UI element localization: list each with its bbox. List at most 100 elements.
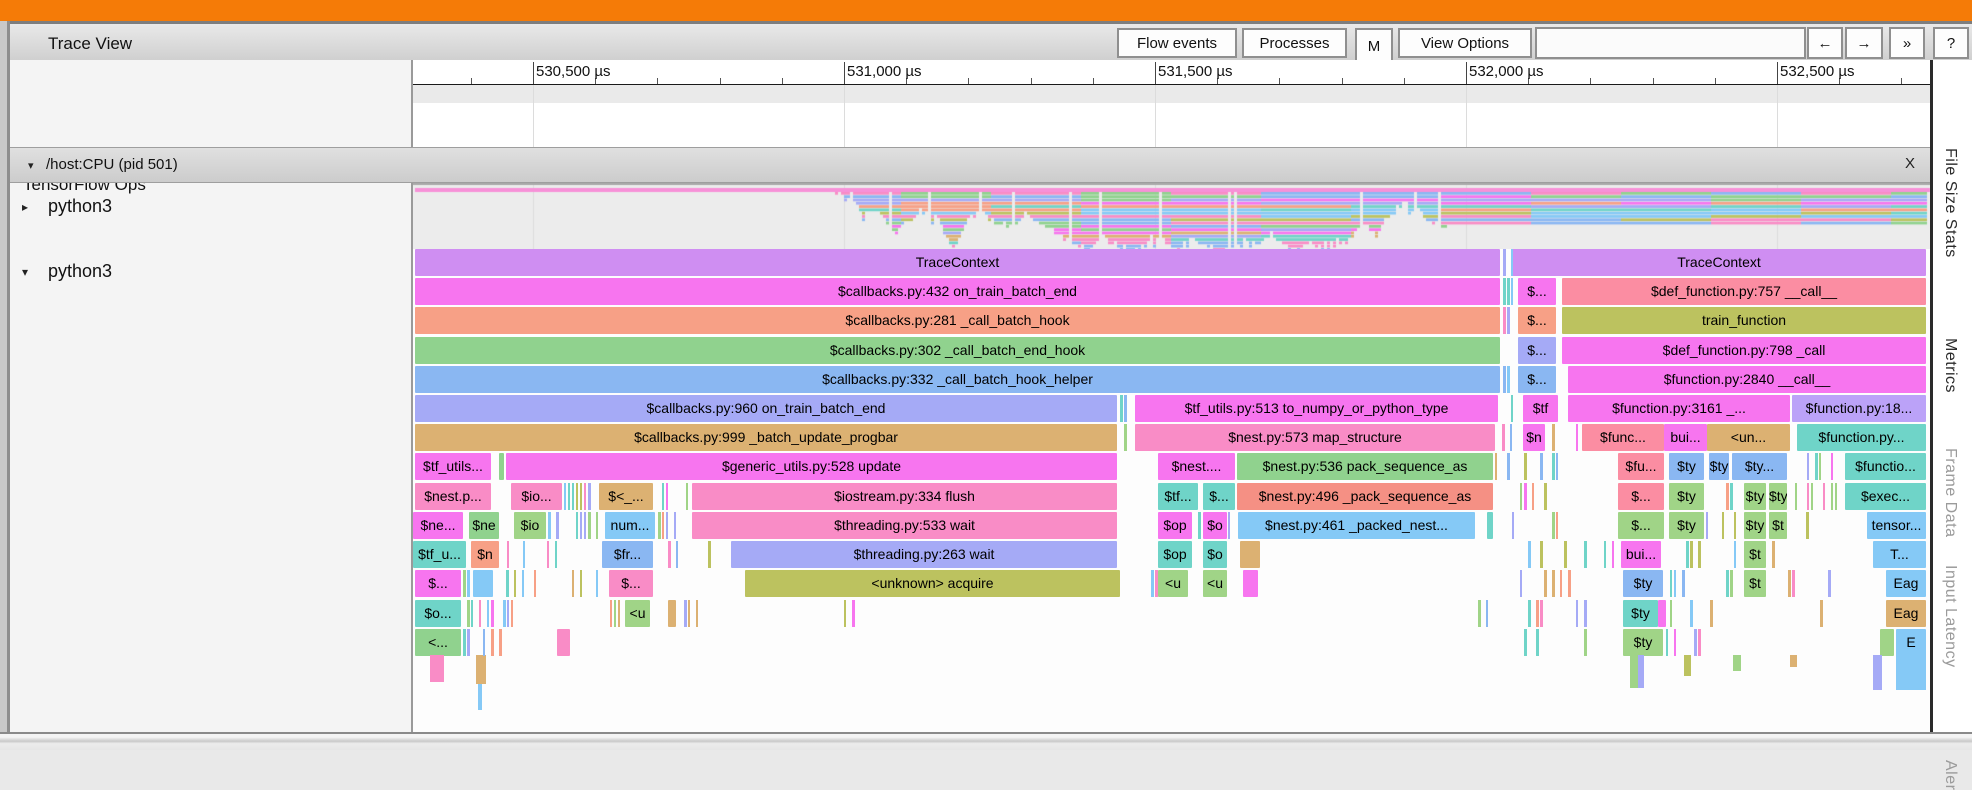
trace-event-sliver[interactable] xyxy=(576,483,578,510)
trace-event-bar[interactable]: $op xyxy=(1158,512,1192,539)
trace-event-sliver[interactable] xyxy=(1788,570,1791,597)
trace-event-sliver[interactable] xyxy=(1670,570,1672,597)
trace-event-sliver[interactable] xyxy=(1820,600,1823,627)
trace-event-bar[interactable]: $threading.py:533 wait xyxy=(692,512,1117,539)
trace-event-sliver[interactable] xyxy=(506,570,509,597)
trace-event-sliver[interactable] xyxy=(1726,483,1729,510)
trace-event-bar[interactable]: $nest.py:461 _packed_nest... xyxy=(1238,512,1475,539)
bottom-scrollbar[interactable] xyxy=(0,732,1972,750)
trace-event-bar[interactable]: $callbacks.py:281 _call_batch_hook xyxy=(415,307,1500,334)
trace-event-sliver[interactable] xyxy=(1540,600,1543,627)
trace-event-bar[interactable]: $callbacks.py:302 _call_batch_end_hook xyxy=(415,337,1500,364)
trace-event-sliver[interactable] xyxy=(476,655,486,684)
trace-event-sliver[interactable] xyxy=(1228,512,1230,539)
trace-event-sliver[interactable] xyxy=(1544,570,1547,597)
trace-event-bar[interactable]: $n xyxy=(471,541,499,568)
trace-event-sliver[interactable] xyxy=(1520,483,1522,510)
trace-event-sliver[interactable] xyxy=(1706,512,1708,539)
processes-button[interactable]: Processes xyxy=(1242,28,1347,58)
trace-event-sliver[interactable] xyxy=(1690,541,1693,568)
timeline-ruler[interactable]: 530,500 µs 531,000 µs 531,500 µs 532,000 µs… xyxy=(413,60,1930,85)
trace-event-bar[interactable]: $o xyxy=(1203,512,1227,539)
trace-event-sliver[interactable] xyxy=(1495,453,1497,480)
trace-event-sliver[interactable] xyxy=(1792,570,1795,597)
chevron-right-icon[interactable]: ▸ xyxy=(22,200,29,214)
trace-event-sliver[interactable] xyxy=(1831,483,1833,510)
trace-event-sliver[interactable] xyxy=(1733,655,1741,671)
trace-event-sliver[interactable] xyxy=(1540,541,1543,568)
trace-event-bar[interactable]: $ty... xyxy=(1732,453,1787,480)
trace-event-bar[interactable]: $... xyxy=(1518,307,1556,334)
tab-aler[interactable]: Aler xyxy=(1942,760,1959,790)
trace-event-sliver[interactable] xyxy=(658,512,661,539)
trace-event-sliver[interactable] xyxy=(1552,570,1555,597)
trace-event-bar[interactable]: $ty xyxy=(1669,512,1704,539)
trace-event-sliver[interactable] xyxy=(523,541,525,568)
trace-event-sliver[interactable] xyxy=(1576,424,1578,451)
flow-events-button[interactable]: Flow events xyxy=(1117,28,1237,58)
trace-event-bar[interactable]: <un... xyxy=(1707,424,1790,451)
trace-event-bar[interactable]: $io... xyxy=(511,483,562,510)
trace-event-sliver[interactable] xyxy=(584,483,586,510)
trace-event-sliver[interactable] xyxy=(467,600,470,627)
trace-event-bar[interactable]: $function.py... xyxy=(1797,424,1926,451)
trace-event-sliver[interactable] xyxy=(1240,541,1260,568)
trace-event-bar[interactable]: $nest.py:573 map_structure xyxy=(1135,424,1495,451)
trace-event-bar[interactable]: T... xyxy=(1873,541,1926,568)
trace-event-sliver[interactable] xyxy=(1503,366,1506,393)
trace-event-bar[interactable]: $exec... xyxy=(1845,483,1926,510)
trace-event-sliver[interactable] xyxy=(534,570,536,597)
trace-event-sliver[interactable] xyxy=(491,629,494,656)
trace-event-sliver[interactable] xyxy=(1710,600,1713,627)
trace-event-bar[interactable]: TraceContext xyxy=(415,249,1500,276)
trace-event-sliver[interactable] xyxy=(1880,629,1894,656)
trace-event-sliver[interactable] xyxy=(1124,424,1127,451)
chevron-down-icon[interactable]: ▾ xyxy=(22,265,29,279)
close-icon[interactable]: X xyxy=(1904,155,1915,172)
view-options-button[interactable]: View Options xyxy=(1398,28,1532,58)
trace-event-sliver[interactable] xyxy=(844,600,846,627)
trace-event-sliver[interactable] xyxy=(499,629,502,656)
thread-label-python3-0[interactable]: python3 xyxy=(48,196,113,216)
trace-event-sliver[interactable] xyxy=(618,600,620,627)
trace-event-sliver[interactable] xyxy=(576,512,578,539)
trace-event-sliver[interactable] xyxy=(473,570,493,597)
trace-event-sliver[interactable] xyxy=(1873,655,1882,690)
trace-event-bar[interactable]: $tf_utils.py:513 to_numpy_or_python_type xyxy=(1135,395,1498,422)
trace-event-sliver[interactable] xyxy=(568,483,570,510)
trace-event-bar[interactable]: $callbacks.py:332 _call_batch_hook_helpe… xyxy=(415,366,1500,393)
trace-event-bar[interactable]: $<_... xyxy=(599,483,653,510)
trace-event-bar[interactable]: $function.py:3161 _... xyxy=(1568,395,1790,422)
trace-event-bar[interactable]: $... xyxy=(1518,366,1556,393)
trace-event-bar[interactable]: $tf_u... xyxy=(413,541,466,568)
trace-event-sliver[interactable] xyxy=(580,512,582,539)
trace-event-bar[interactable]: $o xyxy=(1203,541,1227,568)
trace-event-bar[interactable]: $t xyxy=(1744,541,1766,568)
trace-event-bar[interactable]: $... xyxy=(1618,512,1664,539)
trace-event-sliver[interactable] xyxy=(1686,541,1689,568)
trace-event-sliver[interactable] xyxy=(580,570,582,597)
trace-event-bar[interactable]: $nest.... xyxy=(1158,453,1235,480)
trace-event-sliver[interactable] xyxy=(1807,453,1809,480)
trace-event-bar[interactable]: <u xyxy=(1158,570,1188,597)
trace-event-sliver[interactable] xyxy=(1896,655,1926,690)
trace-event-sliver[interactable] xyxy=(1734,541,1736,568)
trace-event-sliver[interactable] xyxy=(1568,570,1571,597)
trace-event-sliver[interactable] xyxy=(1544,483,1547,510)
trace-event-bar[interactable]: $ty xyxy=(1623,570,1663,597)
trace-event-sliver[interactable] xyxy=(1835,483,1837,510)
trace-event-sliver[interactable] xyxy=(1524,483,1527,510)
trace-event-sliver[interactable] xyxy=(463,570,466,597)
trace-event-sliver[interactable] xyxy=(572,570,574,597)
trace-event-bar[interactable]: $func... xyxy=(1582,424,1664,451)
collapse-arrow-icon[interactable]: ▾ xyxy=(28,160,34,172)
trace-event-sliver[interactable] xyxy=(1831,453,1833,480)
trace-event-sliver[interactable] xyxy=(487,600,489,627)
trace-event-sliver[interactable] xyxy=(686,483,688,510)
tab-input-latency[interactable]: Input Latency xyxy=(1942,565,1959,668)
trace-event-sliver[interactable] xyxy=(511,600,513,627)
trace-event-sliver[interactable] xyxy=(1734,512,1736,539)
trace-event-sliver[interactable] xyxy=(1682,570,1685,597)
trace-event-sliver[interactable] xyxy=(1528,541,1531,568)
trace-event-bar[interactable]: $... xyxy=(1518,278,1556,305)
